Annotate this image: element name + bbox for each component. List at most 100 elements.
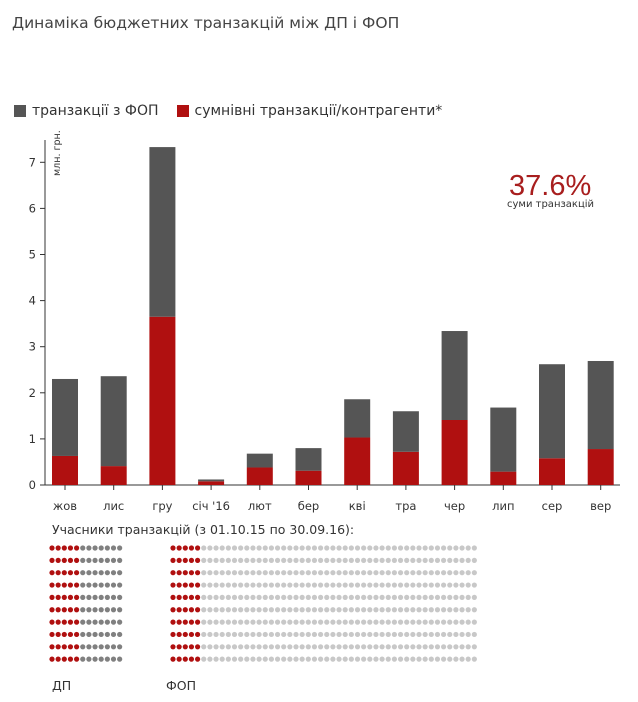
participant-dot: [231, 557, 238, 563]
participant-dot-doubtful: [61, 582, 67, 588]
participant-dot: [318, 545, 324, 551]
participant-dot-doubtful: [176, 594, 182, 601]
participant-dot-doubtful: [170, 656, 176, 662]
participant-dot: [225, 644, 231, 650]
participant-dot: [361, 594, 367, 601]
x-tick-label: кві: [349, 499, 366, 513]
participant-dot: [367, 619, 373, 625]
participant-dot-doubtful: [61, 557, 67, 563]
bar-fop: [587, 360, 614, 450]
participant-dot-doubtful: [182, 607, 188, 613]
participant-dot: [225, 582, 231, 588]
participant-dot-doubtful: [170, 619, 176, 625]
participant-dot: [441, 656, 447, 662]
participant-dot: [256, 545, 262, 551]
participant-dot: [361, 570, 367, 576]
participant-dot: [367, 545, 373, 551]
bar-fop: [539, 364, 565, 459]
participant-dot: [268, 557, 274, 563]
participant-dot: [447, 545, 453, 551]
participant-dot: [342, 644, 348, 650]
participant-dot: [219, 619, 225, 625]
participant-dot: [311, 631, 318, 638]
participant-dot: [213, 656, 219, 662]
legend-item-doubtful: сумнівні транзакції/контрагенти*: [176, 103, 443, 119]
participant-dot: [324, 607, 330, 613]
participant-dot: [324, 582, 330, 588]
participant-dot: [391, 557, 397, 563]
participant-dot-doubtful: [188, 656, 195, 662]
participant-dot: [342, 594, 348, 601]
participant-dot: [225, 631, 231, 638]
x-tick-label: жов: [53, 499, 77, 513]
participant-dot: [397, 631, 404, 638]
participant-dot: [342, 557, 348, 563]
legend-label-doubtful: сумнівні транзакції/контрагенти*: [194, 103, 443, 119]
participant-dot: [410, 619, 416, 625]
participant-dot: [274, 557, 281, 563]
participant-dot: [404, 557, 410, 563]
participant-dot: [293, 656, 299, 662]
participant-dot: [367, 594, 373, 601]
participant-dot: [104, 557, 110, 563]
bar-fop: [100, 376, 127, 467]
participant-dot-doubtful: [182, 557, 188, 563]
participant-dot: [80, 644, 86, 650]
participant-dot: [447, 631, 453, 638]
participant-dot: [92, 570, 98, 576]
participant-dot: [256, 631, 262, 638]
participant-dot: [465, 582, 471, 588]
participant-dot: [311, 570, 318, 576]
participant-dot: [244, 594, 250, 601]
participant-dot: [410, 570, 416, 576]
participant-dot-doubtful: [188, 631, 195, 638]
participant-dot-doubtful: [61, 631, 67, 638]
participant-dot: [422, 594, 428, 601]
participant-dot: [336, 557, 342, 563]
participant-dot: [422, 557, 428, 563]
participant-dot: [250, 656, 256, 662]
participant-dot: [98, 570, 104, 576]
participant-dot: [410, 557, 416, 563]
bar-doubtful: [246, 467, 273, 485]
y-tick-label: 6: [29, 201, 36, 215]
x-tick-label: січ '16: [192, 499, 230, 513]
participant-dot: [391, 644, 397, 650]
participant-dot: [471, 582, 477, 588]
participant-dot-doubtful: [170, 644, 176, 650]
participant-dot: [305, 619, 311, 625]
participant-dot: [207, 582, 213, 588]
participant-dot: [80, 545, 86, 551]
participant-dot: [244, 631, 250, 638]
participant-dot: [80, 607, 86, 613]
participant-dot: [244, 570, 250, 576]
participant-dot-doubtful: [74, 594, 80, 601]
x-tick-label: тра: [395, 499, 416, 513]
participant-dot: [250, 619, 256, 625]
participant-dot-doubtful: [49, 631, 55, 638]
participant-dot: [238, 545, 244, 551]
participant-dot-doubtful: [188, 607, 195, 613]
participant-dot-doubtful: [55, 644, 61, 650]
participant-dot: [385, 631, 391, 638]
participant-dot: [471, 607, 477, 613]
participant-dot: [410, 631, 416, 638]
participant-dot: [219, 594, 225, 601]
participant-dot: [379, 619, 385, 625]
participant-dot: [379, 594, 385, 601]
participant-dot: [117, 644, 123, 650]
participant-dot: [336, 594, 342, 601]
participant-dot: [434, 619, 441, 625]
participant-dot: [391, 570, 397, 576]
participant-dot: [293, 619, 299, 625]
participant-dot: [274, 545, 281, 551]
participant-dot-doubtful: [55, 557, 61, 563]
bar-doubtful: [149, 316, 176, 485]
bar-fop: [441, 331, 468, 420]
x-tick-label: лис: [103, 499, 124, 513]
participant-dot: [207, 570, 213, 576]
participant-dot: [293, 545, 299, 551]
participant-dot: [434, 644, 441, 650]
participant-dot: [416, 582, 422, 588]
